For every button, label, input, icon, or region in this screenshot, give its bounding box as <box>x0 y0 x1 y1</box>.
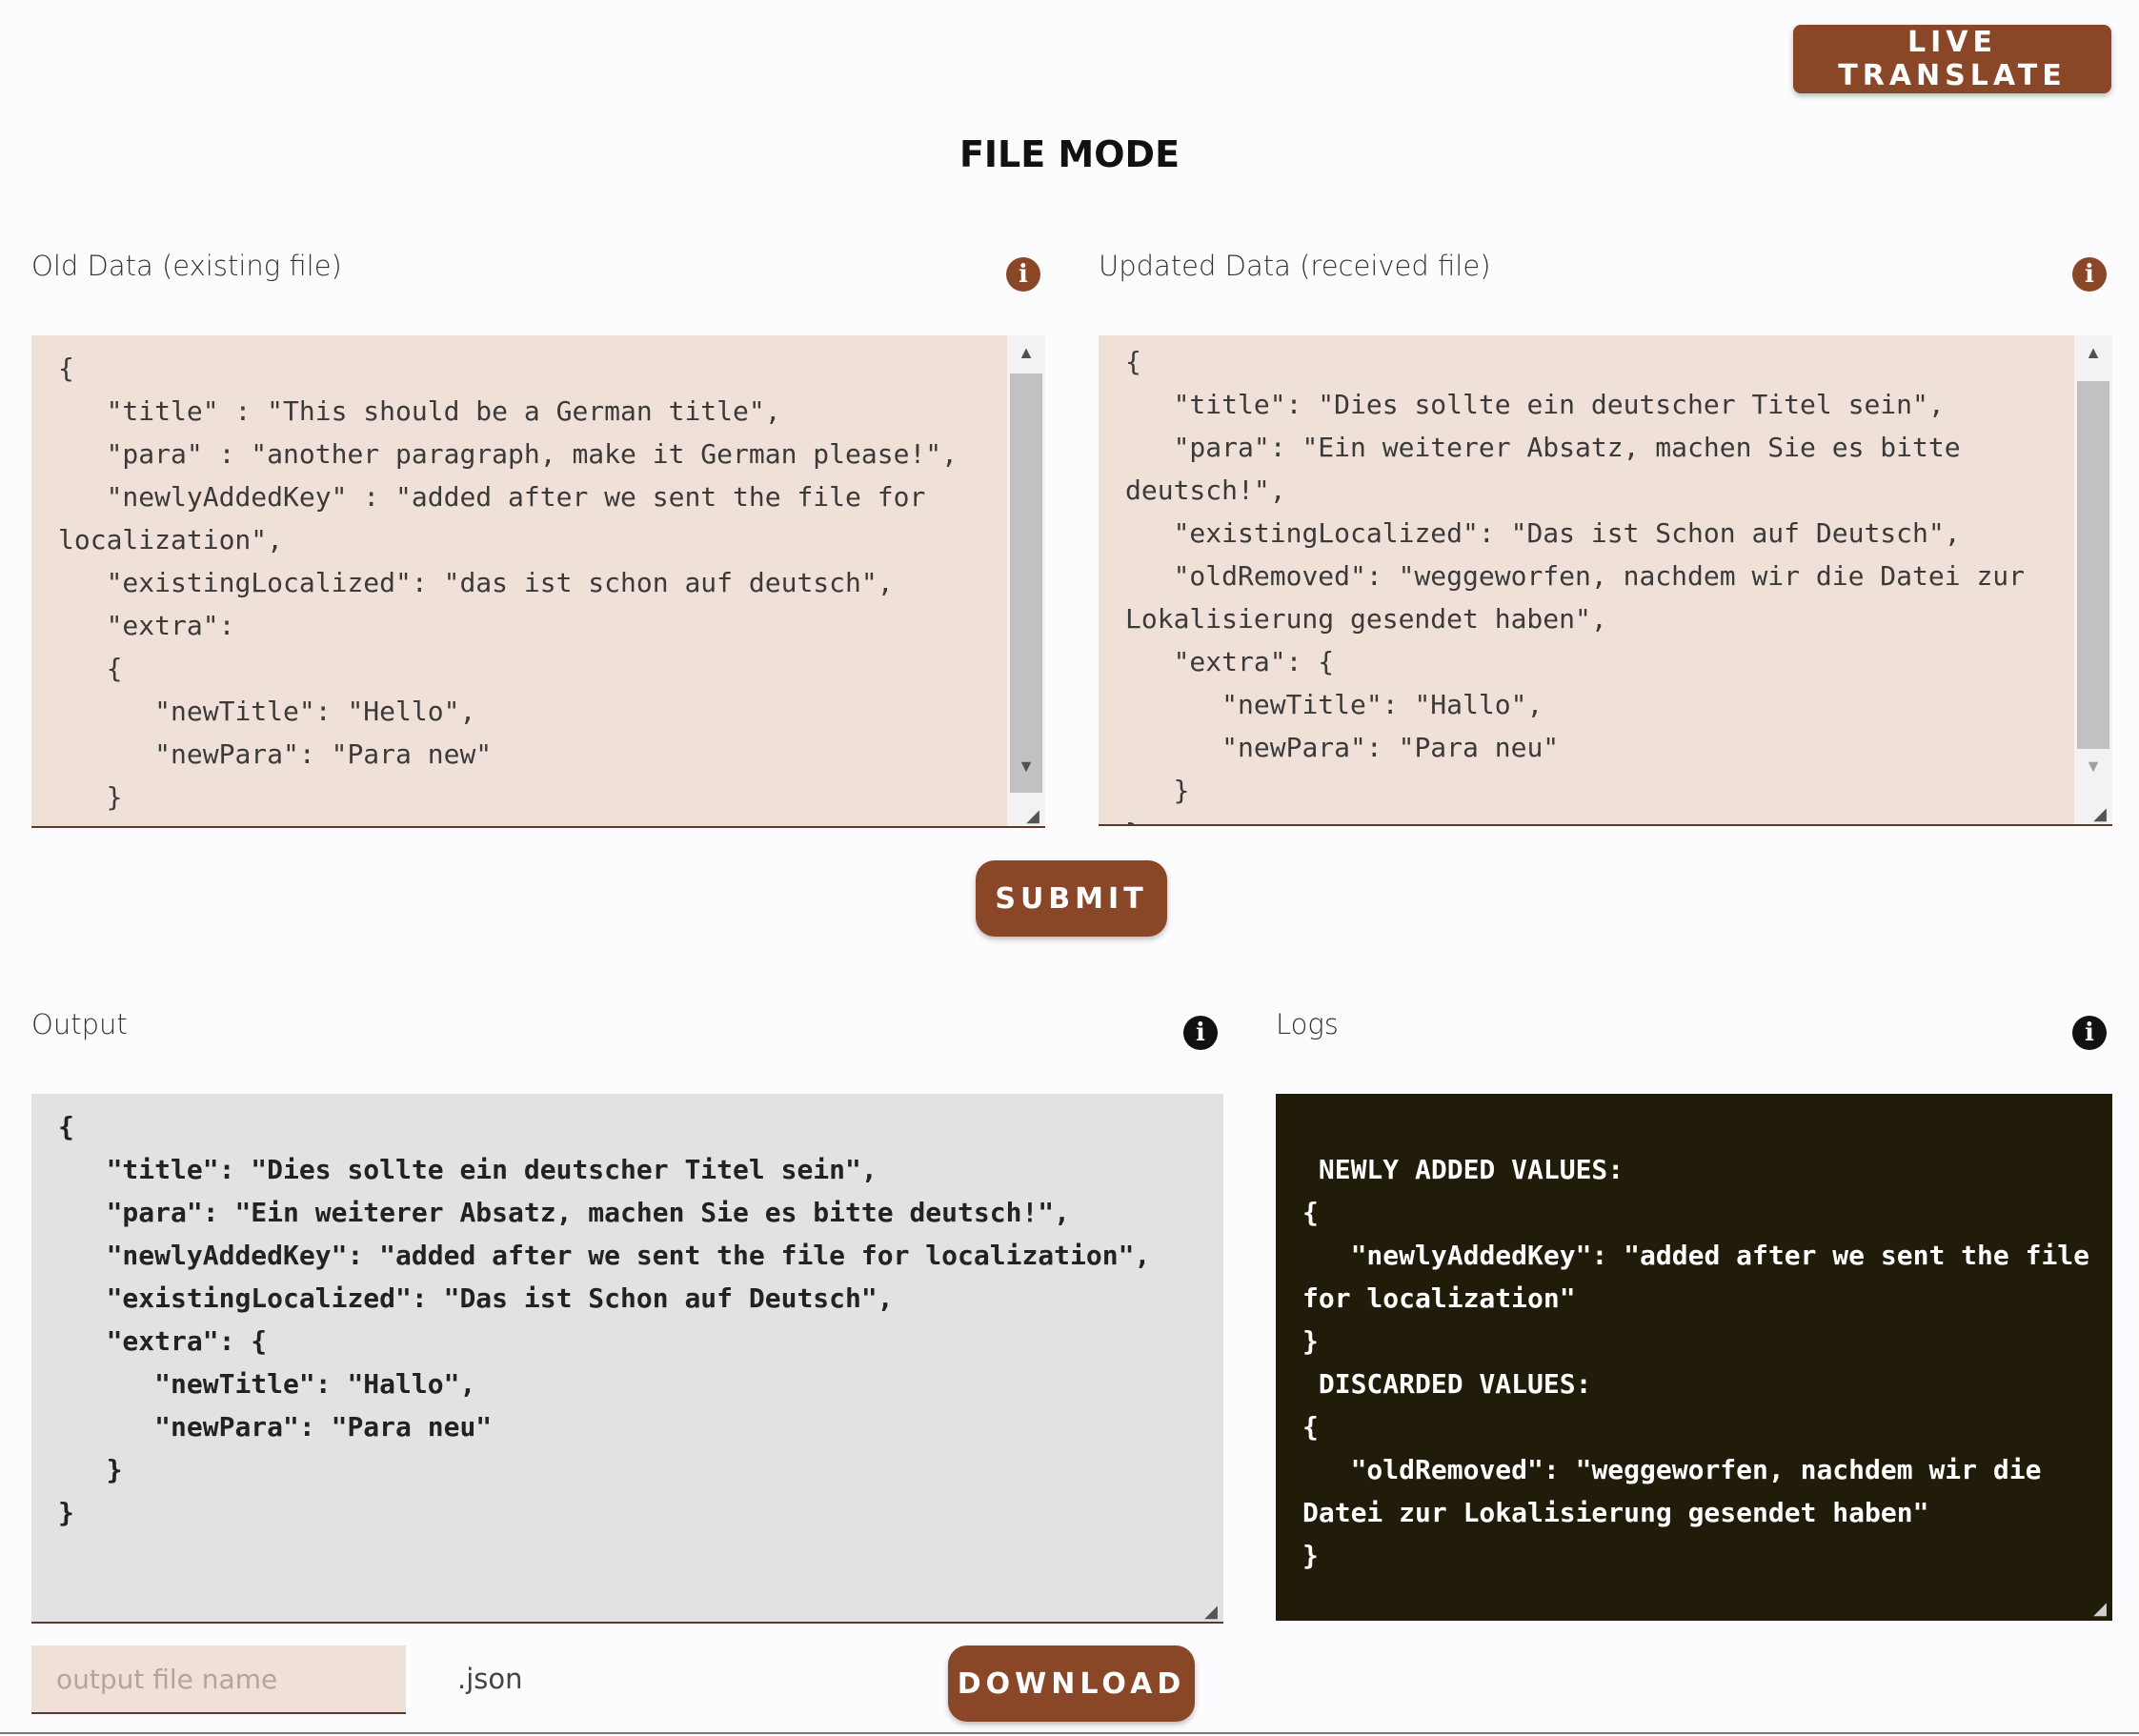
updated-data-label: Updated Data (received file) <box>1099 250 1491 282</box>
file-extension-label: .json <box>457 1663 523 1695</box>
live-translate-button[interactable]: LIVE TRANSLATE <box>1793 25 2111 93</box>
output-info-icon[interactable]: i <box>1183 1016 1218 1050</box>
submit-button[interactable]: SUBMIT <box>976 860 1167 937</box>
old-data-label: Old Data (existing file) <box>31 250 342 282</box>
scroll-up-arrow-icon[interactable]: ▲ <box>1018 342 1035 362</box>
output-textarea[interactable]: { "title": "Dies sollte ein deutscher Ti… <box>31 1094 1223 1624</box>
resize-handle-icon[interactable]: ◢ <box>2093 804 2107 823</box>
page-title: FILE MODE <box>959 133 1180 175</box>
old-data-scrollbar[interactable]: ▲ ▼ <box>1007 335 1045 826</box>
updated-data-textarea[interactable]: { "title": "Dies sollte ein deutscher Ti… <box>1099 335 2112 826</box>
logs-info-icon[interactable]: i <box>2072 1016 2107 1050</box>
logs-label: Logs <box>1276 1008 1339 1040</box>
resize-handle-icon[interactable]: ◢ <box>1026 806 1039 825</box>
logs-textarea[interactable]: NEWLY ADDED VALUES: { "newlyAddedKey": "… <box>1276 1094 2112 1621</box>
scroll-down-arrow-icon[interactable]: ▼ <box>2085 756 2102 776</box>
scroll-thumb[interactable] <box>2077 381 2109 749</box>
output-filename-input[interactable] <box>31 1645 406 1714</box>
resize-handle-icon[interactable]: ◢ <box>2093 1599 2107 1618</box>
scroll-thumb[interactable] <box>1010 373 1042 793</box>
output-label: Output <box>31 1008 128 1040</box>
scroll-down-arrow-icon[interactable]: ▼ <box>1018 756 1035 776</box>
scroll-up-arrow-icon[interactable]: ▲ <box>2085 342 2102 362</box>
updated-data-scrollbar[interactable]: ▲ ▼ <box>2074 335 2112 824</box>
bottom-divider <box>0 1732 2139 1734</box>
old-data-textarea[interactable]: { "title" : "This should be a German tit… <box>31 335 1045 828</box>
resize-handle-icon[interactable]: ◢ <box>1204 1602 1218 1621</box>
old-data-info-icon[interactable]: i <box>1006 257 1040 292</box>
updated-data-info-icon[interactable]: i <box>2072 257 2107 292</box>
download-button[interactable]: DOWNLOAD <box>948 1645 1195 1722</box>
